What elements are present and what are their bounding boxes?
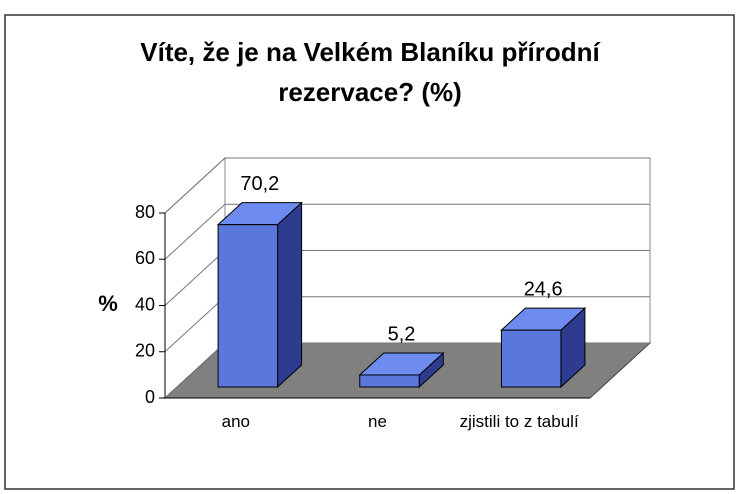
bar	[359, 374, 420, 388]
y-tick-label: 40	[135, 294, 155, 314]
value-label: 70,2	[240, 173, 279, 195]
x-tick-label: ano	[221, 412, 251, 431]
grid-line	[164, 157, 650, 214]
grid-line	[164, 203, 650, 260]
y-tick-label: 60	[135, 248, 155, 268]
chart-title: Víte, že je na Velkém Blaníku přírodní r…	[140, 37, 600, 107]
y-tick-label: 80	[135, 202, 155, 222]
y-axis-label: %	[98, 291, 118, 316]
x-tick-label: ne	[368, 412, 387, 431]
y-tick-label: 20	[135, 341, 155, 361]
bar	[217, 224, 279, 388]
bar	[500, 329, 562, 388]
y-tick-label: 0	[145, 387, 155, 407]
x-tick-label: zjistili to z tabulí	[459, 412, 579, 431]
value-label: 24,6	[524, 278, 563, 300]
plot-area: 0 20 40 60 80 70,2 5,2 24,6	[135, 156, 652, 407]
bar-side	[277, 201, 303, 389]
value-label: 5,2	[388, 323, 416, 345]
